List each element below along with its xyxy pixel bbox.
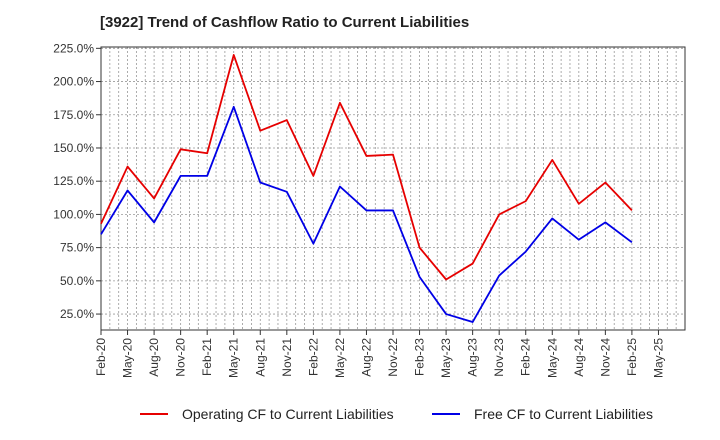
x-tick-label: May-25 <box>651 338 665 378</box>
legend-label: Operating CF to Current Liabilities <box>182 406 394 422</box>
y-tick-label: 75.0% <box>60 241 94 255</box>
y-tick-label: 200.0% <box>53 75 94 89</box>
x-tick-label: May-24 <box>545 338 559 378</box>
x-tick-label: Nov-22 <box>386 338 400 377</box>
x-tick-label: Feb-22 <box>306 338 320 376</box>
y-tick-label: 50.0% <box>60 274 94 288</box>
y-tick-label: 225.0% <box>53 41 94 55</box>
x-tick-label: Nov-21 <box>280 338 294 377</box>
series-line-free-cf <box>100 105 633 323</box>
y-tick-label: 125.0% <box>53 174 94 188</box>
x-tick-label: Feb-20 <box>94 338 108 376</box>
y-tick-label: 150.0% <box>53 141 94 155</box>
x-tick-label: Aug-20 <box>147 338 161 377</box>
y-tick-label: 175.0% <box>53 108 94 122</box>
y-tick-label: 25.0% <box>60 307 94 321</box>
legend-label: Free CF to Current Liabilities <box>474 406 653 422</box>
x-tick-label: Feb-21 <box>200 338 214 376</box>
x-tick-label: Feb-24 <box>519 338 533 376</box>
x-tick-label: May-21 <box>227 338 241 378</box>
x-tick-label: Nov-20 <box>174 338 188 377</box>
x-tick-label: Aug-22 <box>359 338 373 377</box>
x-tick-label: Nov-23 <box>492 338 506 377</box>
y-tick-label: 100.0% <box>53 207 94 221</box>
x-tick-label: Feb-25 <box>625 338 639 376</box>
x-tick-label: May-22 <box>333 338 347 378</box>
x-tick-label: Nov-24 <box>598 338 612 377</box>
x-tick-label: Aug-24 <box>572 338 586 377</box>
x-tick-label: Feb-23 <box>413 338 427 376</box>
x-tick-label: May-20 <box>121 338 135 378</box>
x-tick-label: May-23 <box>439 338 453 378</box>
chart-title: [3922] Trend of Cashflow Ratio to Curren… <box>100 14 470 31</box>
series-line-operating-cf <box>100 54 633 281</box>
x-tick-label: Aug-23 <box>466 338 480 377</box>
x-tick-label: Aug-21 <box>253 338 267 377</box>
